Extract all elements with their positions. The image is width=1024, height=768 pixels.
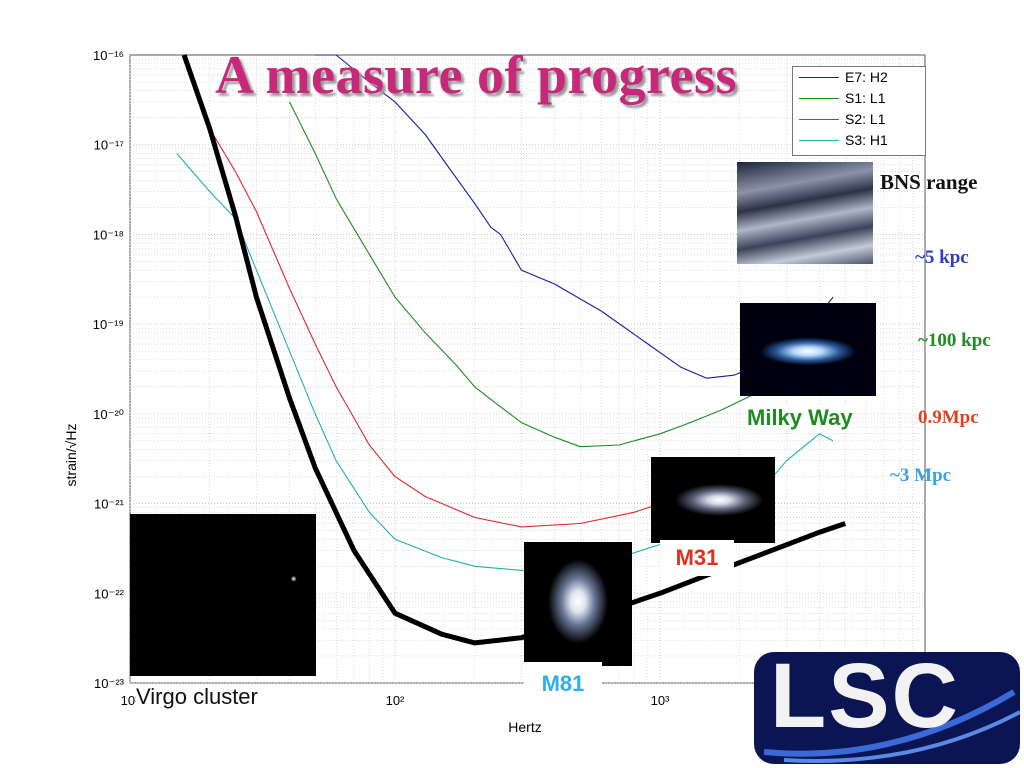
galactic-center-photo bbox=[737, 162, 873, 264]
x-tick-label: 10¹ bbox=[121, 693, 140, 708]
logo-text: LSC bbox=[770, 652, 960, 747]
m31-photo bbox=[651, 457, 775, 543]
logo-swoosh bbox=[763, 689, 1020, 763]
range-label-s2: 0.9Mpc bbox=[918, 407, 979, 428]
lsc-logo: LSC bbox=[754, 652, 1020, 764]
x-tick-label: 10³ bbox=[651, 693, 670, 708]
milky-way-photo bbox=[740, 303, 876, 396]
tick-labels: 10⁻¹⁶ 10⁻¹⁷ 10⁻¹⁸ 10⁻¹⁹ 10⁻²⁰ 10⁻²¹ 10⁻²² 10⁻²³… bbox=[93, 48, 670, 708]
x-axis-label: Hertz bbox=[508, 719, 541, 735]
slide-title: A measure of progress bbox=[215, 45, 737, 105]
virgo-cluster-label: Virgo cluster bbox=[136, 684, 258, 710]
bns-range-heading: BNS range bbox=[880, 170, 978, 194]
legend-label: S1: L1 bbox=[845, 90, 886, 106]
series-line-0 bbox=[315, 54, 834, 379]
series-line-black bbox=[181, 54, 847, 646]
legend-item-s2: S2: L1 bbox=[793, 109, 925, 130]
m81-label: M81 bbox=[524, 662, 602, 706]
y-tick-label: 10⁻²² bbox=[94, 586, 125, 601]
y-tick-label: 10⁻²¹ bbox=[94, 497, 125, 512]
y-tick-label: 10⁻²³ bbox=[94, 676, 125, 691]
y-tick-label: 10⁻¹⁷ bbox=[94, 138, 125, 153]
y-tick-label: 10⁻¹⁶ bbox=[93, 48, 124, 63]
range-label-s1: ~100 kpc bbox=[918, 330, 991, 351]
chart-legend: E7: H2 S1: L1 S2: L1 S3: H1 bbox=[792, 66, 926, 156]
y-tick-label: 10⁻²⁰ bbox=[93, 407, 124, 422]
legend-item-e7: E7: H2 bbox=[793, 67, 925, 88]
m81-photo bbox=[524, 542, 632, 666]
range-label-e7: ~5 kpc bbox=[915, 247, 969, 268]
range-label-s3: ~3 Mpc bbox=[890, 465, 952, 486]
series-line-1 bbox=[289, 101, 834, 448]
m31-label: M31 bbox=[660, 540, 734, 576]
y-tick-label: 10⁻¹⁹ bbox=[93, 317, 124, 332]
series-layer bbox=[176, 54, 847, 646]
legend-item-s1: S1: L1 bbox=[793, 88, 925, 109]
y-tick-label: 10⁻¹⁸ bbox=[93, 227, 124, 242]
milky-way-label: Milky Way bbox=[747, 405, 853, 431]
y-axis-label: strain/√Hz bbox=[63, 424, 79, 487]
x-tick-label: 10² bbox=[386, 693, 405, 708]
legend-item-s3: S3: H1 bbox=[793, 130, 925, 151]
legend-label: E7: H2 bbox=[845, 69, 888, 85]
series-line-2 bbox=[209, 128, 741, 528]
legend-label: S2: L1 bbox=[845, 111, 886, 127]
legend-label: S3: H1 bbox=[845, 132, 888, 148]
virgo-cluster-photo bbox=[130, 514, 316, 676]
